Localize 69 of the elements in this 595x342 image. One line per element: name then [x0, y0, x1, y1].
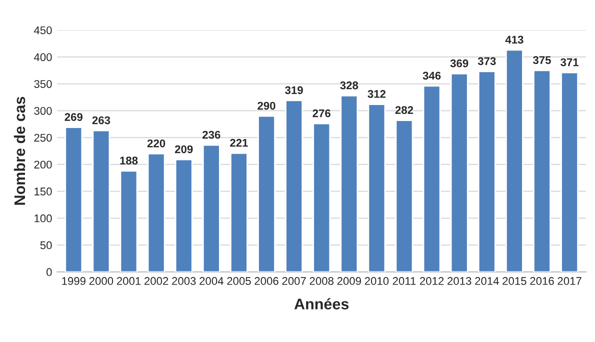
- bar: [560, 72, 579, 272]
- x-tick-label: 2007: [282, 277, 306, 285]
- x-axis-title: Années: [294, 298, 349, 310]
- data-label: 319: [285, 86, 303, 94]
- bar: [422, 85, 441, 272]
- x-tick-label: 2016: [530, 277, 554, 285]
- y-tick-label: 0: [46, 268, 52, 276]
- bar: [258, 115, 276, 272]
- x-tick-label: 2011: [392, 277, 416, 285]
- bar: [285, 100, 304, 272]
- bar: [312, 122, 331, 272]
- data-label: 369: [450, 59, 468, 68]
- y-axis-title: Nombre de cas: [14, 96, 26, 205]
- bar: [120, 170, 138, 272]
- data-label: 371: [560, 58, 579, 66]
- x-tick-label: 2006: [254, 277, 278, 285]
- data-label: 276: [312, 109, 330, 118]
- y-tick-label: 350: [34, 80, 52, 88]
- bar: [64, 126, 83, 272]
- data-label: 282: [395, 106, 414, 114]
- x-tick-label: 2009: [337, 277, 361, 285]
- x-tick-label: 2008: [310, 277, 334, 285]
- y-tick-label: 400: [34, 53, 52, 62]
- bar: [505, 49, 524, 272]
- x-tick-label: 2002: [144, 277, 168, 285]
- data-label: 188: [120, 156, 138, 165]
- x-tick-label: 2015: [502, 277, 526, 285]
- x-tick-label: 2005: [227, 277, 251, 285]
- bar: [450, 72, 468, 272]
- y-tick-label: 300: [34, 106, 52, 115]
- data-label: 209: [174, 145, 193, 154]
- bar: [395, 120, 414, 272]
- bar: [147, 152, 166, 272]
- data-label: 373: [478, 57, 496, 66]
- data-label: 236: [202, 130, 220, 139]
- y-tick-label: 450: [34, 26, 52, 34]
- bar: [230, 152, 248, 272]
- data-label: 290: [258, 102, 276, 110]
- data-label: 375: [532, 56, 551, 64]
- data-label: 263: [92, 116, 110, 124]
- x-tick-label: 2017: [558, 277, 582, 285]
- x-tick-label: 2014: [475, 277, 499, 285]
- data-label: 346: [422, 72, 441, 80]
- data-label: 221: [230, 138, 248, 147]
- data-label: 312: [368, 90, 386, 98]
- x-tick-label: 2004: [200, 277, 224, 285]
- y-tick-label: 200: [34, 160, 52, 169]
- data-label: 328: [340, 81, 358, 90]
- bar: [92, 130, 110, 272]
- x-tick-label: 2000: [89, 277, 114, 285]
- x-tick-label: 2001: [116, 277, 141, 285]
- bar: [478, 70, 496, 272]
- x-tick-label: 2003: [172, 277, 196, 285]
- y-tick-label: 50: [40, 241, 52, 250]
- bar: [368, 104, 386, 272]
- bar: [202, 144, 220, 272]
- bar: [533, 70, 551, 272]
- x-tick-label: 2012: [420, 277, 444, 285]
- x-tick-label: 2013: [448, 277, 472, 285]
- data-label: 413: [505, 36, 524, 44]
- x-tick-label: 1999: [62, 277, 86, 285]
- y-tick-label: 100: [34, 214, 52, 222]
- y-tick-label: 150: [34, 188, 52, 196]
- y-tick-label: 250: [34, 134, 52, 142]
- data-label: 269: [64, 113, 83, 121]
- data-label: 220: [147, 139, 166, 148]
- bar: [174, 158, 193, 272]
- x-tick-label: 2010: [364, 277, 389, 285]
- bar: [340, 94, 358, 272]
